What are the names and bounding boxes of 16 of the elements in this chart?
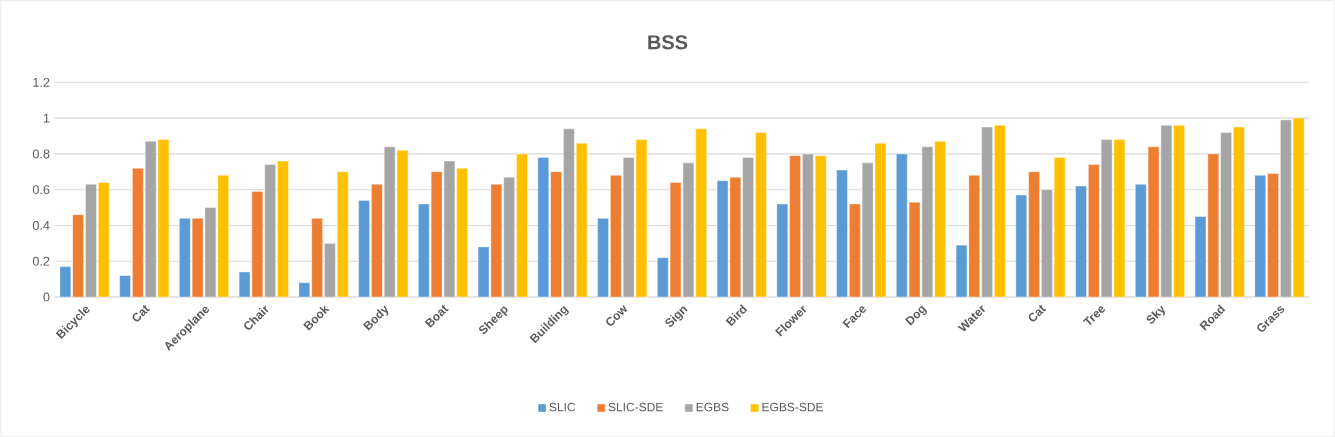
x-tick-label: Sky [1146,305,1165,324]
y-tick-label: 0.6 [32,185,50,195]
legend-label: SLIC-SDE [608,402,663,412]
legend-label: SLIC [549,402,576,412]
y-tick-label: 1.2 [33,77,50,87]
x-tick-label: Tree [1082,306,1105,325]
legend-label: EGBS-SDE [762,402,823,412]
x-tick-label: Cat [1028,305,1047,322]
y-tick-label: 0.2 [32,256,50,266]
x-tick-label: Cat [132,305,151,322]
y-tick-label: 0.4 [32,220,50,230]
y-tick-label: 0 [43,292,50,302]
y-tick-label: 0.8 [32,149,50,159]
chart-title: BSS [648,35,688,50]
y-tick-label: 1 [43,113,50,123]
legend-label: EGBS [696,402,729,412]
